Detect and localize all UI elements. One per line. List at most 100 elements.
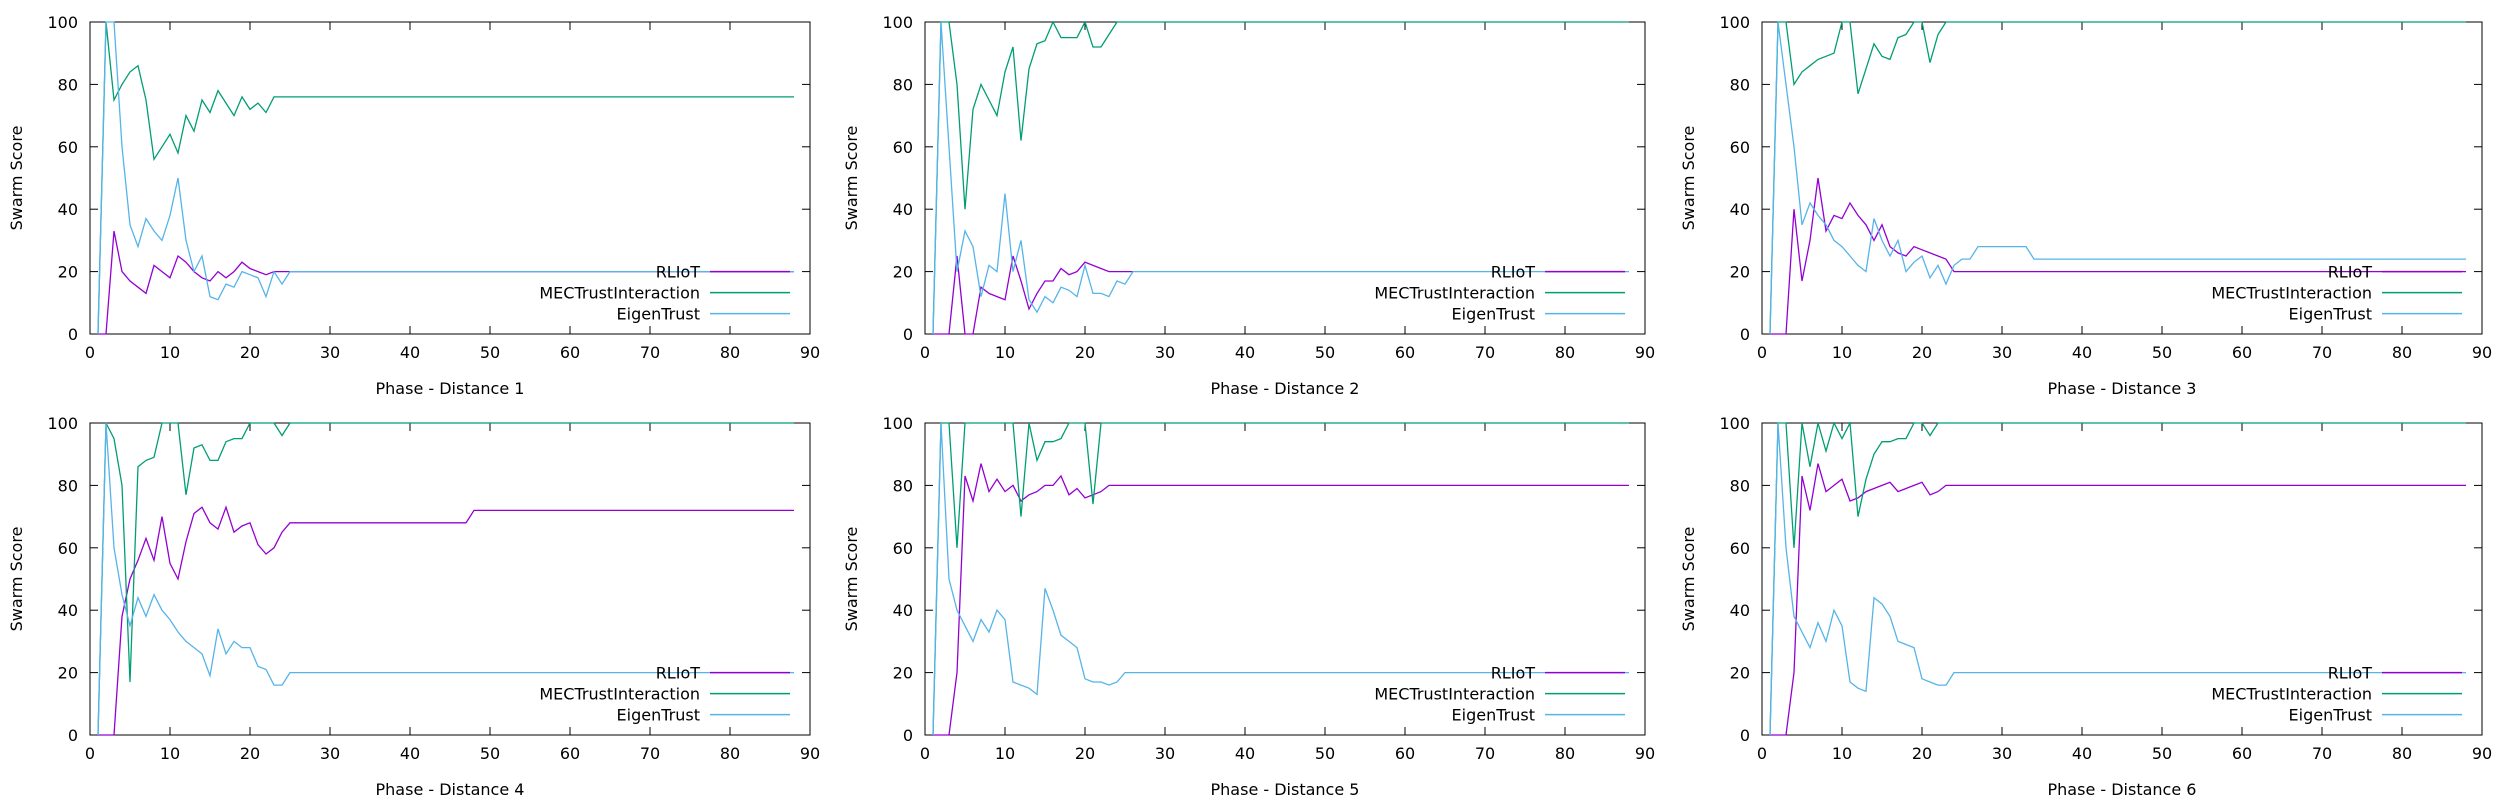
legend-label: RLIoT [1491,664,1536,683]
plot-border [1761,21,2483,335]
series-line-eigentrust [1769,422,2466,736]
series-line-rliot [1770,177,2466,335]
x-tick-label: 80 [720,343,740,362]
legend-label: EigenTrust [2289,706,2372,725]
x-tick-label: 60 [1395,343,1415,362]
y-axis-label: Swarm Score [7,126,26,231]
x-tick-label: 80 [2392,343,2412,362]
x-tick-label: 70 [640,343,660,362]
legend-label: MECTrustInteraction [1374,685,1535,704]
series-line-rliot [933,463,1629,736]
x-tick-label: 30 [1155,343,1175,362]
plot-border [924,422,1646,736]
x-tick-label: 70 [2312,343,2332,362]
y-tick-label: 100 [47,13,78,32]
x-tick-label: 0 [85,343,95,362]
legend-label: MECTrustInteraction [539,284,700,303]
series-line-eigentrust [932,21,1629,335]
y-tick-label: 100 [882,414,913,433]
x-tick-label: 10 [160,744,180,763]
legend-label: RLIoT [2328,263,2373,282]
series-line-mectrustinteraction [1769,422,2466,736]
x-tick-label: 0 [920,343,930,362]
x-axis-label: Phase - Distance 4 [376,780,525,799]
x-tick-label: 40 [400,744,420,763]
y-tick-label: 20 [1730,664,1750,683]
x-tick-label: 50 [2152,744,2172,763]
y-tick-label: 60 [893,539,913,558]
x-tick-label: 90 [2472,343,2492,362]
x-tick-label: 20 [1075,343,1095,362]
y-tick-label: 80 [1730,476,1750,495]
y-axis-label: Swarm Score [7,527,26,632]
x-tick-label: 90 [1635,744,1655,763]
y-tick-label: 60 [893,138,913,157]
series-line-rliot [98,230,794,335]
y-tick-label: 100 [47,414,78,433]
legend-label: MECTrustInteraction [1374,284,1535,303]
series-line-mectrustinteraction [932,21,1629,335]
x-tick-label: 80 [2392,744,2412,763]
y-tick-label: 40 [58,200,78,219]
x-tick-label: 20 [240,343,260,362]
y-tick-label: 0 [903,325,913,344]
chart-panel-2: 0 10 20 30 40 50 60 70 80 90 0 20 40 60 80 100 Phase - D… [842,13,1655,398]
legend-label: EigenTrust [1452,305,1535,324]
x-tick-label: 30 [1992,343,2012,362]
y-tick-label: 20 [58,263,78,282]
y-tick-label: 40 [58,601,78,620]
x-tick-label: 10 [1832,343,1852,362]
legend-label: EigenTrust [1452,706,1535,725]
legend-label: MECTrustInteraction [2211,685,2372,704]
y-tick-label: 20 [893,664,913,683]
x-tick-label: 50 [1315,343,1335,362]
x-tick-label: 10 [995,343,1015,362]
y-tick-label: 20 [893,263,913,282]
x-tick-label: 10 [995,744,1015,763]
x-axis-label: Phase - Distance 3 [2048,379,2197,398]
x-axis-label: Phase - Distance 6 [2048,780,2197,799]
y-tick-label: 0 [903,726,913,745]
x-tick-label: 40 [1235,343,1255,362]
x-tick-label: 30 [1992,744,2012,763]
legend-label: EigenTrust [617,305,700,324]
x-tick-label: 40 [1235,744,1255,763]
series-line-mectrustinteraction [97,21,794,335]
x-axis-label: Phase - Distance 1 [376,379,525,398]
legend-label: EigenTrust [617,706,700,725]
y-tick-label: 80 [893,75,913,94]
y-tick-label: 100 [1719,414,1750,433]
x-tick-label: 60 [2232,744,2252,763]
y-tick-label: 0 [68,325,78,344]
x-axis-label: Phase - Distance 5 [1211,780,1360,799]
chart-panel-1: 0 10 20 30 40 50 60 70 80 90 0 20 40 60 80 100 Phase - D… [7,13,820,398]
plot-border [1761,422,2483,736]
x-tick-label: 80 [1555,744,1575,763]
x-tick-label: 20 [1075,744,1095,763]
plot-border [924,21,1646,335]
x-tick-label: 30 [320,343,340,362]
y-tick-label: 20 [1730,263,1750,282]
y-tick-label: 40 [1730,601,1750,620]
series-line-mectrustinteraction [97,422,794,736]
x-tick-label: 90 [800,343,820,362]
series-line-rliot [933,255,1133,335]
x-tick-label: 70 [2312,744,2332,763]
plot-border [89,21,811,335]
x-tick-label: 0 [1757,744,1767,763]
legend-label: MECTrustInteraction [2211,284,2372,303]
y-tick-label: 60 [1730,138,1750,157]
x-tick-label: 40 [400,343,420,362]
x-tick-label: 10 [160,343,180,362]
x-tick-label: 90 [2472,744,2492,763]
series-line-mectrustinteraction [1769,21,2466,335]
x-tick-label: 70 [640,744,660,763]
x-tick-label: 50 [1315,744,1335,763]
y-tick-label: 80 [1730,75,1750,94]
y-axis-label: Swarm Score [842,527,861,632]
x-tick-label: 60 [560,744,580,763]
series-line-eigentrust [97,21,794,335]
y-tick-label: 20 [58,664,78,683]
legend-label: MECTrustInteraction [539,685,700,704]
